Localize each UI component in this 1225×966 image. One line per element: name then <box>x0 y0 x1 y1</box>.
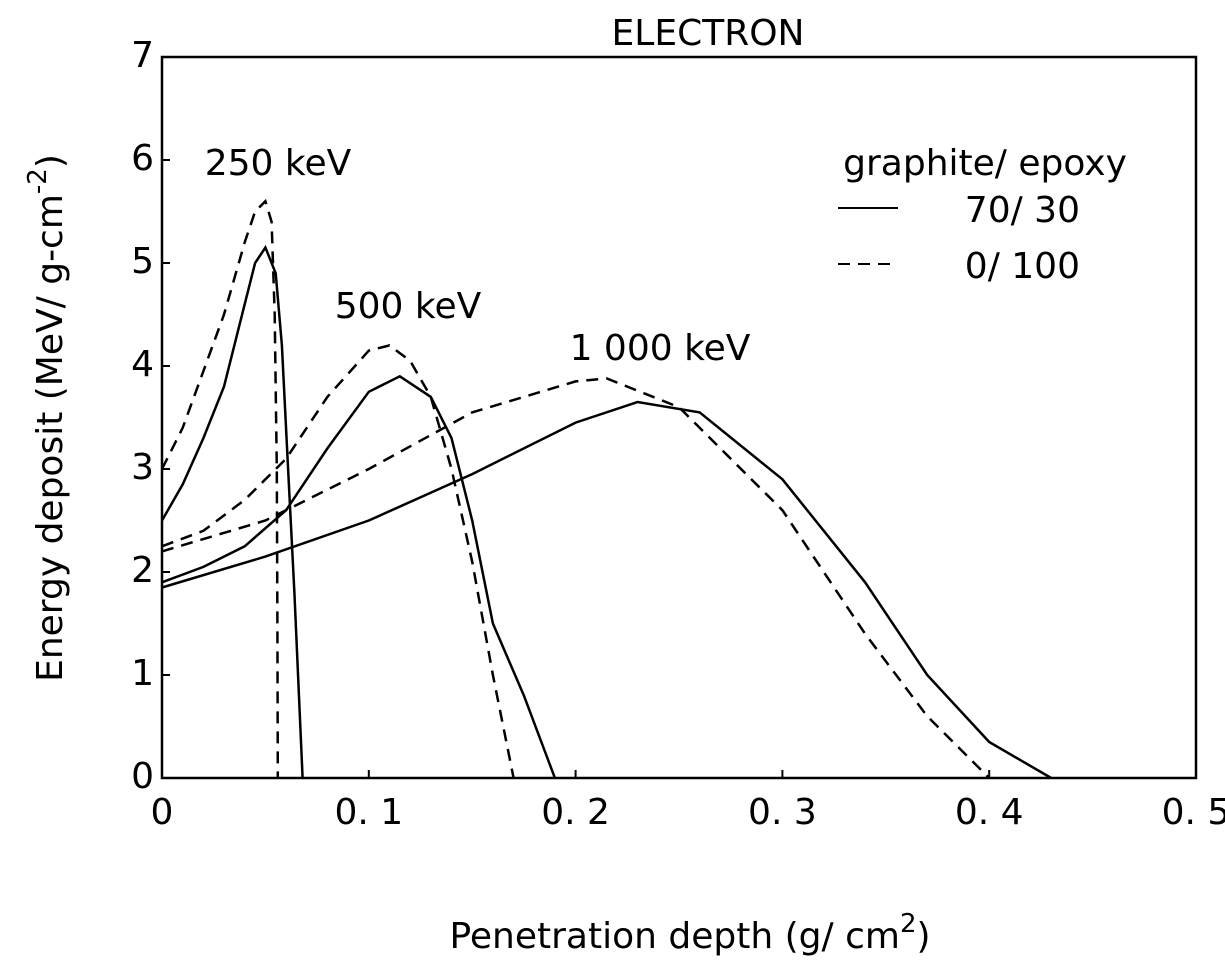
y-axis-label: Energy deposit (MeV/ g-cm-2) <box>23 154 72 682</box>
x-tick-label: 0 <box>151 792 174 833</box>
chart-title: ELECTRON <box>612 13 805 54</box>
series-line <box>161 344 515 779</box>
curve-label: 500 keV <box>335 286 482 327</box>
y-label-text: Energy deposit (MeV/ g-cm <box>30 194 71 682</box>
y-tick-label: 5 <box>131 241 154 282</box>
x-label-text: Penetration depth (g/ cm <box>449 916 899 957</box>
plot-frame <box>160 55 1198 780</box>
x-tick-label: 0. 1 <box>334 792 403 833</box>
y-tick-label: 4 <box>131 344 154 385</box>
y-tick-label: 7 <box>131 35 154 76</box>
legend-label: 0/ 100 <box>965 246 1080 287</box>
series-line <box>161 377 991 779</box>
x-label-end: ) <box>916 916 930 957</box>
y-tick-label: 6 <box>131 138 154 179</box>
y-label-end: ) <box>30 154 71 168</box>
x-label-sup: 2 <box>900 909 917 939</box>
series-line <box>160 244 304 779</box>
y-label-sup: -2 <box>23 168 53 194</box>
x-tick-label: 0. 5 <box>1162 792 1225 833</box>
y-tick-label: 2 <box>131 550 154 591</box>
y-tick-label: 3 <box>131 447 154 488</box>
x-tick-label: 0. 3 <box>748 792 817 833</box>
legend-title: graphite/ epoxy <box>843 143 1127 184</box>
legend-label: 70/ 30 <box>965 190 1080 231</box>
y-tick-label: 1 <box>131 653 154 694</box>
x-tick-label: 0. 2 <box>541 792 610 833</box>
x-tick-label: 0. 4 <box>955 792 1024 833</box>
series-line <box>161 374 557 779</box>
y-tick-label: 0 <box>131 756 154 797</box>
curve-label: 250 keV <box>205 143 352 184</box>
curve-label: 1 000 keV <box>570 328 751 369</box>
series-line <box>160 198 280 779</box>
x-axis-label: Penetration depth (g/ cm2) <box>449 909 930 958</box>
series-line <box>161 400 1052 780</box>
